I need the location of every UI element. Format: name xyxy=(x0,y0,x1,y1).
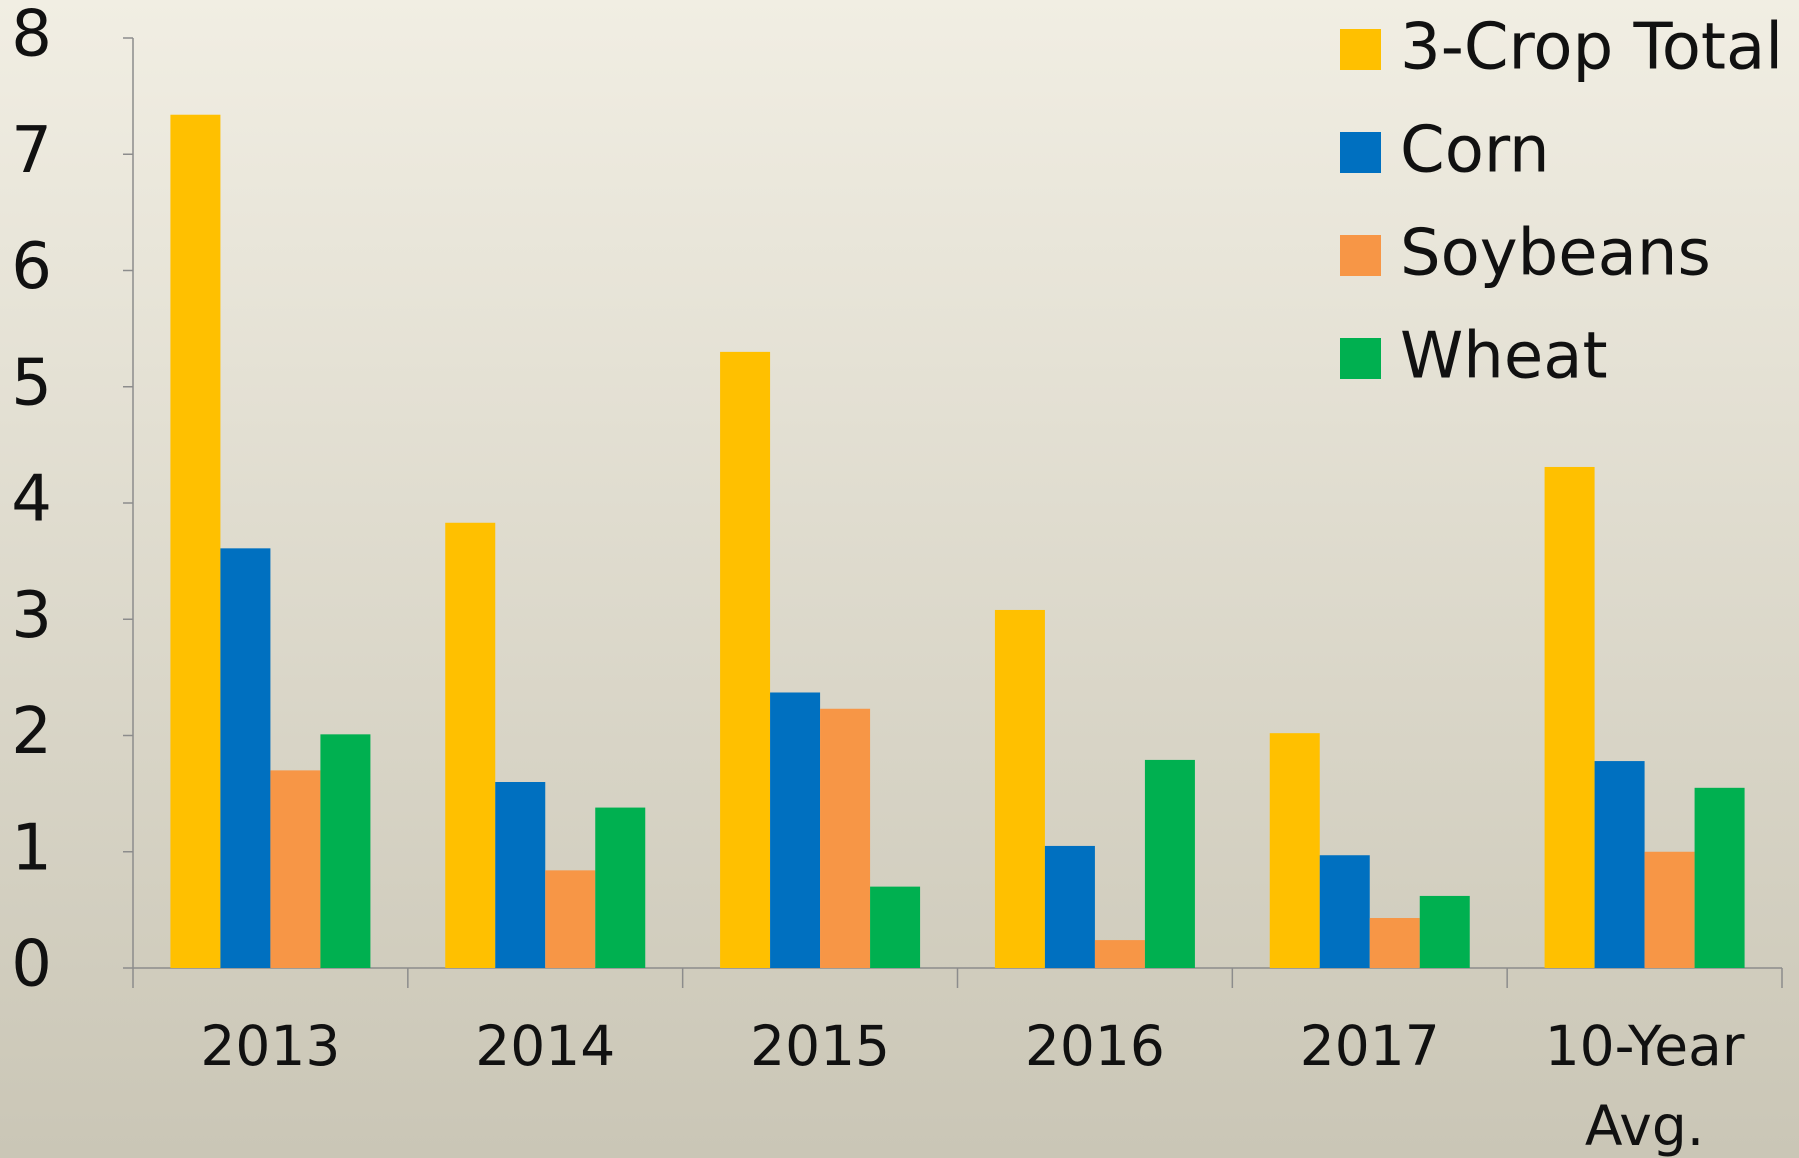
y-tick-label: 6 xyxy=(11,230,52,304)
bar xyxy=(270,770,321,968)
bar xyxy=(1369,918,1420,968)
legend-label: Soybeans xyxy=(1400,217,1711,291)
bar xyxy=(320,734,371,968)
bar xyxy=(994,609,1045,968)
bar xyxy=(1419,895,1470,968)
x-tick-label: 2017 xyxy=(1300,1014,1440,1078)
bar xyxy=(1044,845,1095,968)
x-tick-label: 2015 xyxy=(750,1014,890,1078)
y-tick-label: 3 xyxy=(11,579,52,653)
bar xyxy=(1644,851,1695,968)
y-tick-label: 4 xyxy=(11,463,52,537)
y-tick-label: 7 xyxy=(11,114,52,188)
legend-swatch xyxy=(1340,338,1381,379)
bar xyxy=(170,114,221,969)
legend-swatch xyxy=(1340,132,1381,173)
bar xyxy=(1269,733,1320,968)
bar xyxy=(1544,466,1595,968)
bar xyxy=(820,708,871,968)
bar xyxy=(445,522,496,968)
bar xyxy=(545,870,596,968)
legend-label: Wheat xyxy=(1400,320,1608,394)
y-tick-label: 1 xyxy=(11,811,52,885)
legend-swatch xyxy=(1340,235,1381,276)
x-tick-label: 2013 xyxy=(200,1014,340,1078)
x-tick-label: 2016 xyxy=(1025,1014,1165,1078)
x-tick-label: 10-Year Avg. xyxy=(1545,1014,1745,1158)
bar xyxy=(870,886,921,968)
bar xyxy=(495,782,546,968)
bar xyxy=(595,807,646,968)
bar xyxy=(1694,787,1745,968)
y-tick-label: 2 xyxy=(11,695,52,769)
y-tick-label: 5 xyxy=(11,346,52,420)
bar xyxy=(770,692,821,968)
bar xyxy=(1319,855,1370,968)
legend-label: Corn xyxy=(1400,114,1550,188)
y-tick-label: 8 xyxy=(11,0,52,72)
bar xyxy=(720,351,771,968)
bar xyxy=(220,548,271,968)
bar xyxy=(1594,761,1645,968)
legend-label: 3-Crop Total xyxy=(1400,11,1783,85)
bar xyxy=(1094,940,1145,968)
y-tick-label: 0 xyxy=(11,928,52,1002)
x-tick-label: 2014 xyxy=(475,1014,615,1078)
legend-swatch xyxy=(1340,29,1381,70)
bar xyxy=(1144,759,1195,968)
